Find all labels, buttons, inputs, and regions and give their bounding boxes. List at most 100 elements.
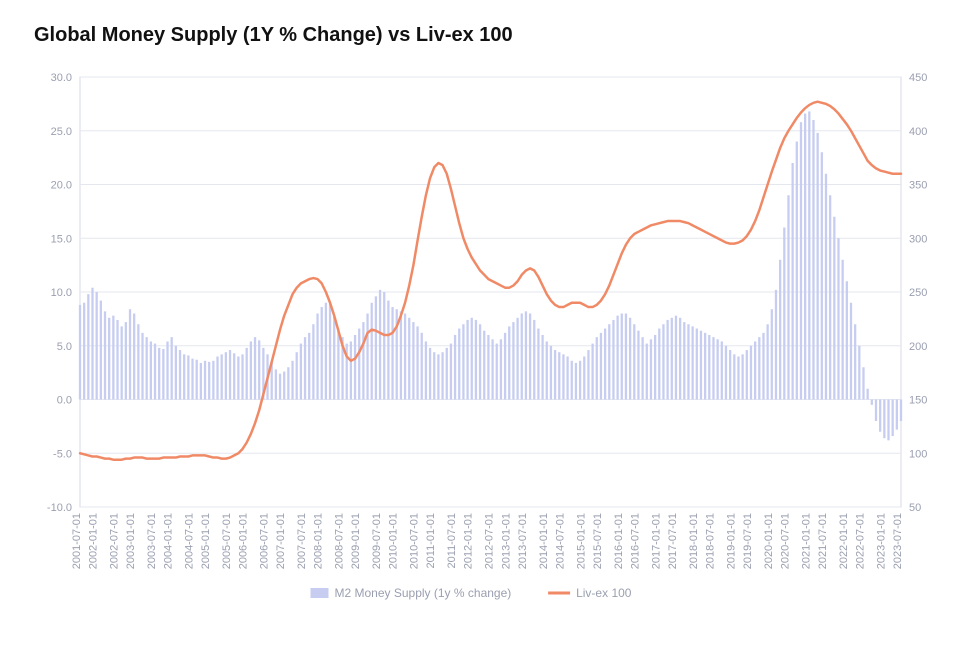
bar — [329, 303, 331, 400]
bar-series-m2 — [79, 111, 902, 440]
y-right-tick-label: 200 — [909, 341, 927, 353]
bar — [504, 333, 506, 400]
bar — [154, 344, 156, 400]
bar — [604, 329, 606, 400]
x-tick-label: 2008-01-01 — [313, 513, 325, 569]
bar — [279, 374, 281, 400]
bar — [175, 346, 177, 400]
bar — [800, 122, 802, 399]
bar — [162, 349, 164, 400]
bar — [121, 326, 123, 399]
x-tick-label: 2010-07-01 — [409, 513, 421, 569]
bar — [233, 353, 235, 399]
bar — [441, 352, 443, 399]
bar — [196, 360, 198, 400]
bar — [729, 350, 731, 399]
bar — [221, 354, 223, 399]
bar — [687, 324, 689, 399]
bar — [137, 324, 139, 399]
y-right-tick-label: 250 — [909, 287, 927, 299]
y-right-tick-label: 300 — [909, 233, 927, 245]
y-right-axis: 50100150200250300350400450 — [909, 72, 927, 514]
chart-container: -10.0-5.00.05.010.015.020.025.030.050100… — [32, 59, 949, 619]
bar — [696, 329, 698, 400]
bar — [471, 318, 473, 400]
x-tick-label: 2007-01-01 — [275, 513, 287, 569]
x-tick-label: 2021-07-01 — [817, 513, 829, 569]
x-tick-label: 2021-01-01 — [800, 513, 812, 569]
bar — [783, 228, 785, 400]
bar — [462, 324, 464, 399]
bar — [704, 333, 706, 400]
bar — [408, 318, 410, 400]
bar — [892, 400, 894, 437]
bar — [804, 114, 806, 400]
x-tick-label: 2005-07-01 — [221, 513, 233, 569]
x-tick-label: 2011-07-01 — [446, 513, 458, 568]
bar — [775, 290, 777, 400]
bar — [533, 320, 535, 400]
bar — [666, 320, 668, 400]
x-tick-label: 2015-07-01 — [592, 513, 604, 569]
bar — [516, 318, 518, 400]
bar — [450, 344, 452, 400]
chart-svg: -10.0-5.00.05.010.015.020.025.030.050100… — [32, 59, 949, 619]
bar — [308, 333, 310, 400]
bar — [737, 357, 739, 400]
x-tick-label: 2022-01-01 — [838, 513, 850, 569]
x-tick-label: 2020-07-01 — [779, 513, 791, 569]
bar — [316, 314, 318, 400]
bar — [896, 400, 898, 430]
bar — [671, 318, 673, 400]
y-right-tick-label: 350 — [909, 180, 927, 192]
bar — [612, 320, 614, 400]
x-tick-label: 2006-07-01 — [259, 513, 271, 569]
bar — [412, 322, 414, 399]
bar — [796, 142, 798, 400]
bar — [304, 337, 306, 399]
bar — [212, 361, 214, 400]
x-tick-label: 2002-07-01 — [109, 513, 121, 569]
bar — [546, 341, 548, 399]
bar — [254, 337, 256, 399]
y-left-tick-label: 30.0 — [51, 72, 72, 84]
bar — [362, 322, 364, 399]
y-right-tick-label: 50 — [909, 502, 921, 514]
bar — [171, 337, 173, 399]
bar — [371, 303, 373, 400]
x-tick-label: 2017-07-01 — [667, 513, 679, 569]
bar — [204, 361, 206, 400]
bar — [817, 133, 819, 400]
bar — [608, 324, 610, 399]
bar — [283, 372, 285, 400]
bar — [475, 320, 477, 400]
x-axis: 2001-07-012002-01-012002-07-012003-01-01… — [71, 513, 904, 569]
bar — [650, 339, 652, 399]
x-tick-label: 2016-07-01 — [629, 513, 641, 569]
bar — [150, 341, 152, 399]
bar — [562, 354, 564, 399]
bar — [208, 362, 210, 400]
bar — [104, 311, 106, 399]
y-right-tick-label: 400 — [909, 126, 927, 138]
bar — [675, 316, 677, 400]
bar — [512, 322, 514, 399]
bar — [496, 344, 498, 400]
bar — [425, 341, 427, 399]
bar — [679, 318, 681, 400]
y-left-tick-label: 25.0 — [51, 126, 72, 138]
bar — [758, 337, 760, 399]
y-left-tick-label: -5.0 — [53, 448, 72, 460]
gridlines — [80, 77, 901, 507]
bar — [312, 324, 314, 399]
x-tick-label: 2020-01-01 — [763, 513, 775, 569]
bar — [662, 324, 664, 399]
bar — [91, 288, 93, 400]
bar — [558, 352, 560, 399]
x-tick-label: 2003-07-01 — [146, 513, 158, 569]
bar — [133, 314, 135, 400]
bar — [454, 335, 456, 400]
bar — [166, 341, 168, 399]
bar — [854, 324, 856, 399]
bar — [354, 335, 356, 400]
